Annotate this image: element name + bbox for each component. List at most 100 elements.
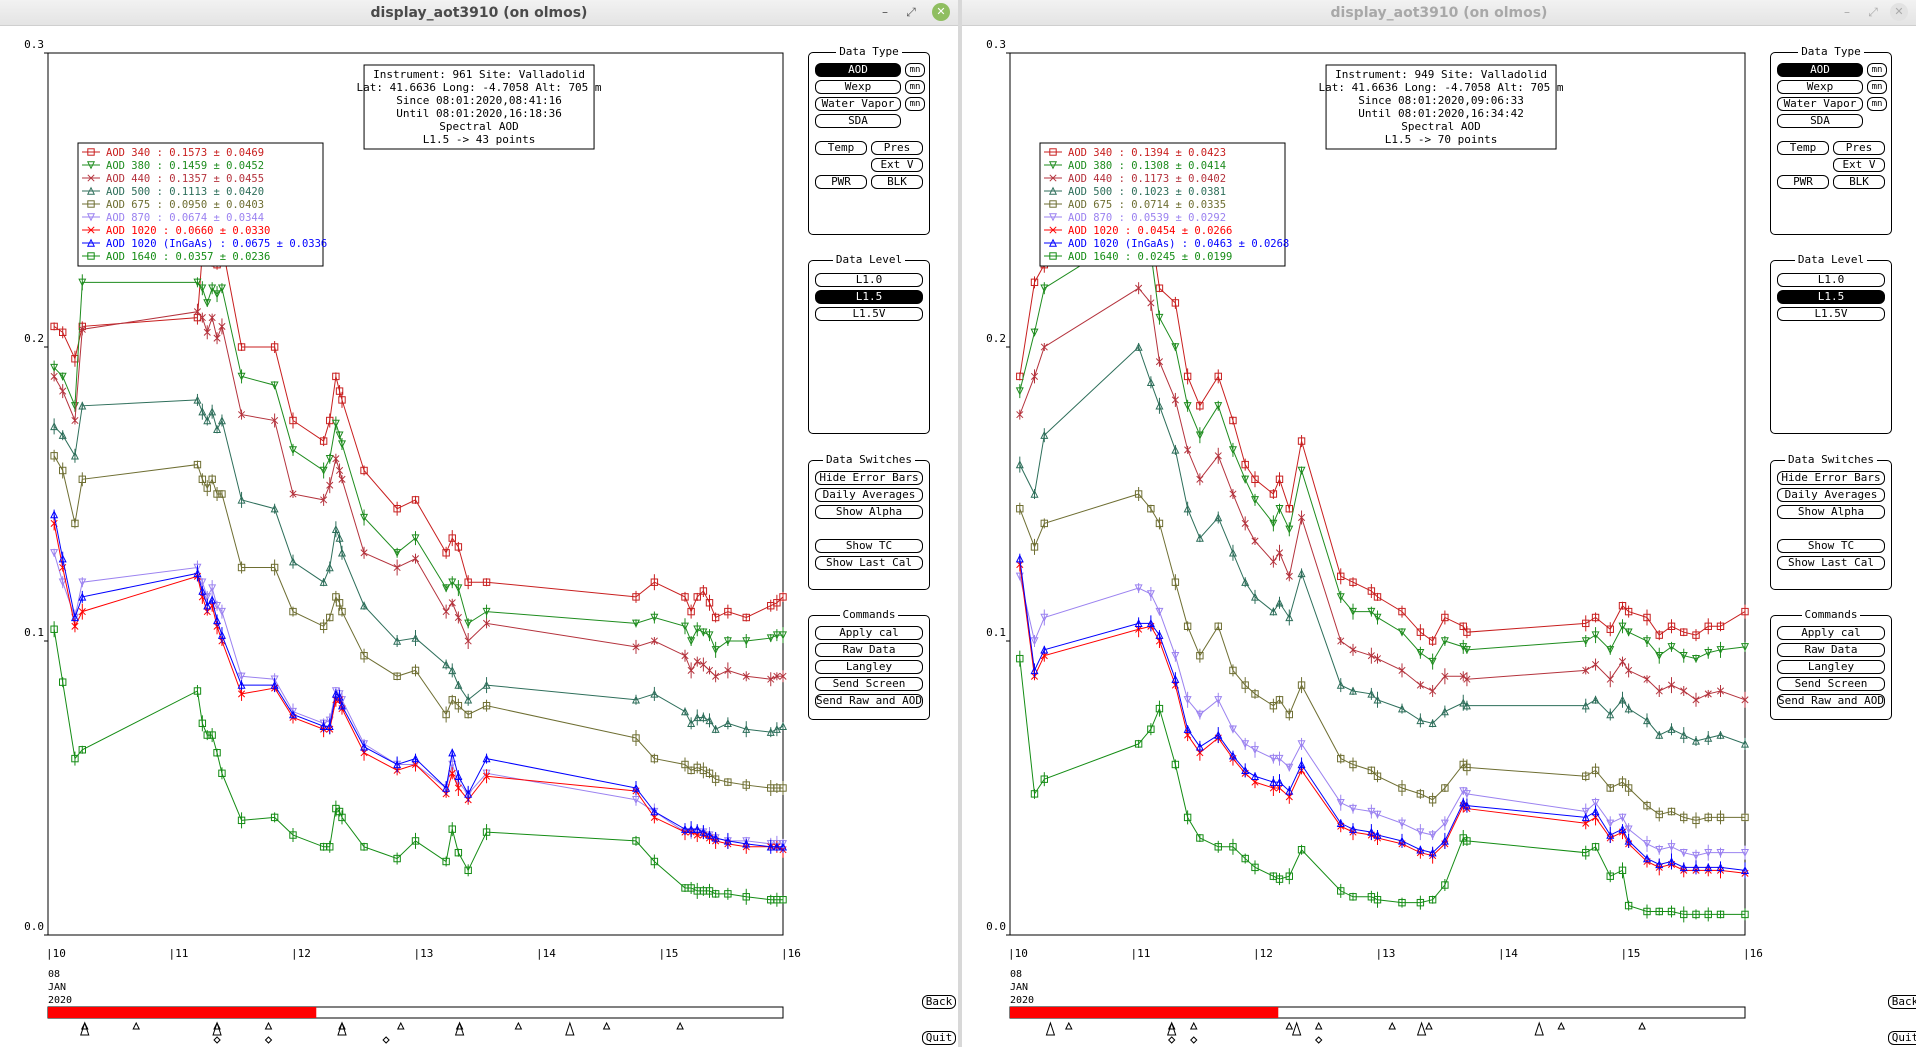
quit-button[interactable]: Quit [1888, 1031, 1916, 1045]
back-button[interactable]: Back [1888, 995, 1916, 1009]
back-button[interactable]: Back [922, 995, 956, 1009]
data-point [1146, 377, 1155, 386]
timeline-triangle [396, 1021, 405, 1030]
button-temp[interactable]: Temp [1777, 141, 1829, 155]
window-titlebar[interactable]: display_aot3910 (on olmos) – ⤢ ✕ [962, 0, 1916, 26]
data-point [1285, 763, 1294, 772]
data-point [1285, 613, 1294, 622]
button-level-l1-5[interactable]: L1.5 [815, 290, 923, 304]
mn-button[interactable]: mn [1867, 97, 1887, 111]
button-pres[interactable]: Pres [1833, 141, 1885, 155]
button-level-l1-0[interactable]: L1.0 [815, 273, 923, 287]
button-send-screen[interactable]: Send Screen [1777, 677, 1885, 691]
data-point [1367, 807, 1376, 816]
button-wexp[interactable]: Wexp [815, 80, 901, 94]
close-icon[interactable]: ✕ [1890, 3, 1908, 21]
data-point [1155, 607, 1164, 616]
data-point [1349, 893, 1357, 901]
button-water-vapor[interactable]: Water Vapor [1777, 97, 1863, 111]
mn-button[interactable]: mn [1867, 80, 1887, 94]
data-point [693, 831, 701, 839]
button-langley[interactable]: Langley [815, 660, 923, 674]
data-point [1241, 577, 1250, 586]
button-apply-cal[interactable]: Apply cal [1777, 626, 1885, 640]
data-point [1416, 790, 1425, 798]
button-show-last-cal[interactable]: Show Last Cal [1777, 556, 1885, 570]
data-point [1183, 402, 1192, 411]
button-show-alpha[interactable]: Show Alpha [815, 505, 923, 519]
mn-button[interactable]: mn [905, 80, 925, 94]
button-raw-data[interactable]: Raw Data [815, 643, 923, 657]
button-blk[interactable]: BLK [871, 175, 923, 189]
button-show-last-cal[interactable]: Show Last Cal [815, 556, 923, 570]
info-box [1325, 64, 1557, 150]
button-level-l1-0[interactable]: L1.0 [1777, 273, 1885, 287]
data-point [1618, 778, 1627, 786]
data-point [335, 599, 344, 607]
data-point [693, 593, 701, 601]
button-send-raw-and-aod[interactable]: Send Raw and AOD [815, 694, 923, 708]
data-point [213, 425, 222, 434]
data-point [1251, 778, 1259, 786]
button-water-vapor[interactable]: Water Vapor [815, 97, 901, 111]
data-point [778, 840, 788, 849]
close-icon[interactable]: ✕ [932, 3, 950, 21]
button-aod[interactable]: AOD [1777, 63, 1863, 77]
button-aod[interactable]: AOD [815, 63, 901, 77]
data-point [1275, 475, 1284, 484]
data-point [712, 672, 720, 680]
window-titlebar[interactable]: display_aot3910 (on olmos) – ⤢ ✕ [0, 0, 958, 26]
button-sda[interactable]: SDA [815, 114, 901, 128]
y-tick-label: 0.2 [24, 332, 44, 345]
mn-button[interactable]: mn [1867, 63, 1887, 77]
minimize-icon[interactable]: – [1844, 5, 1850, 19]
data-point [693, 824, 702, 833]
minimize-icon[interactable]: – [882, 5, 888, 19]
button-send-raw-and-aod[interactable]: Send Raw and AOD [1777, 694, 1885, 708]
button-hide-error-bars[interactable]: Hide Error Bars [1777, 471, 1885, 485]
button-level-l1-5v[interactable]: L1.5V [1777, 307, 1885, 321]
button-temp[interactable]: Temp [815, 141, 867, 155]
button-hide-error-bars[interactable]: Hide Error Bars [815, 471, 923, 485]
button-ext-v[interactable]: Ext V [1833, 158, 1885, 172]
button-send-screen[interactable]: Send Screen [815, 677, 923, 691]
button-show-tc[interactable]: Show TC [1777, 539, 1885, 553]
panel-title: Data Type [809, 45, 929, 59]
timeline-marker [1291, 1021, 1302, 1036]
button-level-l1-5[interactable]: L1.5 [1777, 290, 1885, 304]
mn-button[interactable]: mn [905, 63, 925, 77]
data-point [1655, 687, 1663, 695]
button-apply-cal[interactable]: Apply cal [815, 626, 923, 640]
panel-title-text: Data Level [1794, 253, 1868, 266]
button-show-alpha[interactable]: Show Alpha [1777, 505, 1885, 519]
quit-button[interactable]: Quit [922, 1031, 956, 1045]
button-blk[interactable]: BLK [1833, 175, 1885, 189]
panel-data-level: Data Level L1.0 L1.5 L1.5V [1770, 253, 1892, 434]
button-raw-data[interactable]: Raw Data [1777, 643, 1885, 657]
button-pwr[interactable]: PWR [815, 175, 867, 189]
button-wexp[interactable]: Wexp [1777, 80, 1863, 94]
button-daily-averages[interactable]: Daily Averages [1777, 488, 1885, 502]
data-point [1195, 431, 1204, 440]
data-point [1155, 519, 1164, 528]
data-point [270, 680, 279, 689]
data-point [337, 548, 347, 557]
button-pwr[interactable]: PWR [1777, 175, 1829, 189]
data-point [1250, 592, 1260, 601]
button-show-tc[interactable]: Show TC [815, 539, 923, 553]
data-point [289, 416, 297, 425]
button-langley[interactable]: Langley [1777, 660, 1885, 674]
series-line [1019, 346, 1746, 745]
restore-icon[interactable]: ⤢ [1868, 5, 1878, 19]
panel-title-text: Commands [1801, 608, 1861, 621]
mn-button[interactable]: mn [905, 97, 925, 111]
button-level-l1-5v[interactable]: L1.5V [815, 307, 923, 321]
button-ext-v[interactable]: Ext V [871, 158, 923, 172]
button-sda[interactable]: SDA [1777, 114, 1863, 128]
timeline-marker [565, 1021, 575, 1036]
data-point [705, 769, 714, 777]
restore-icon[interactable]: ⤢ [906, 5, 916, 19]
button-daily-averages[interactable]: Daily Averages [815, 488, 923, 502]
panel-title-text: Commands [839, 608, 899, 621]
button-pres[interactable]: Pres [871, 141, 923, 155]
